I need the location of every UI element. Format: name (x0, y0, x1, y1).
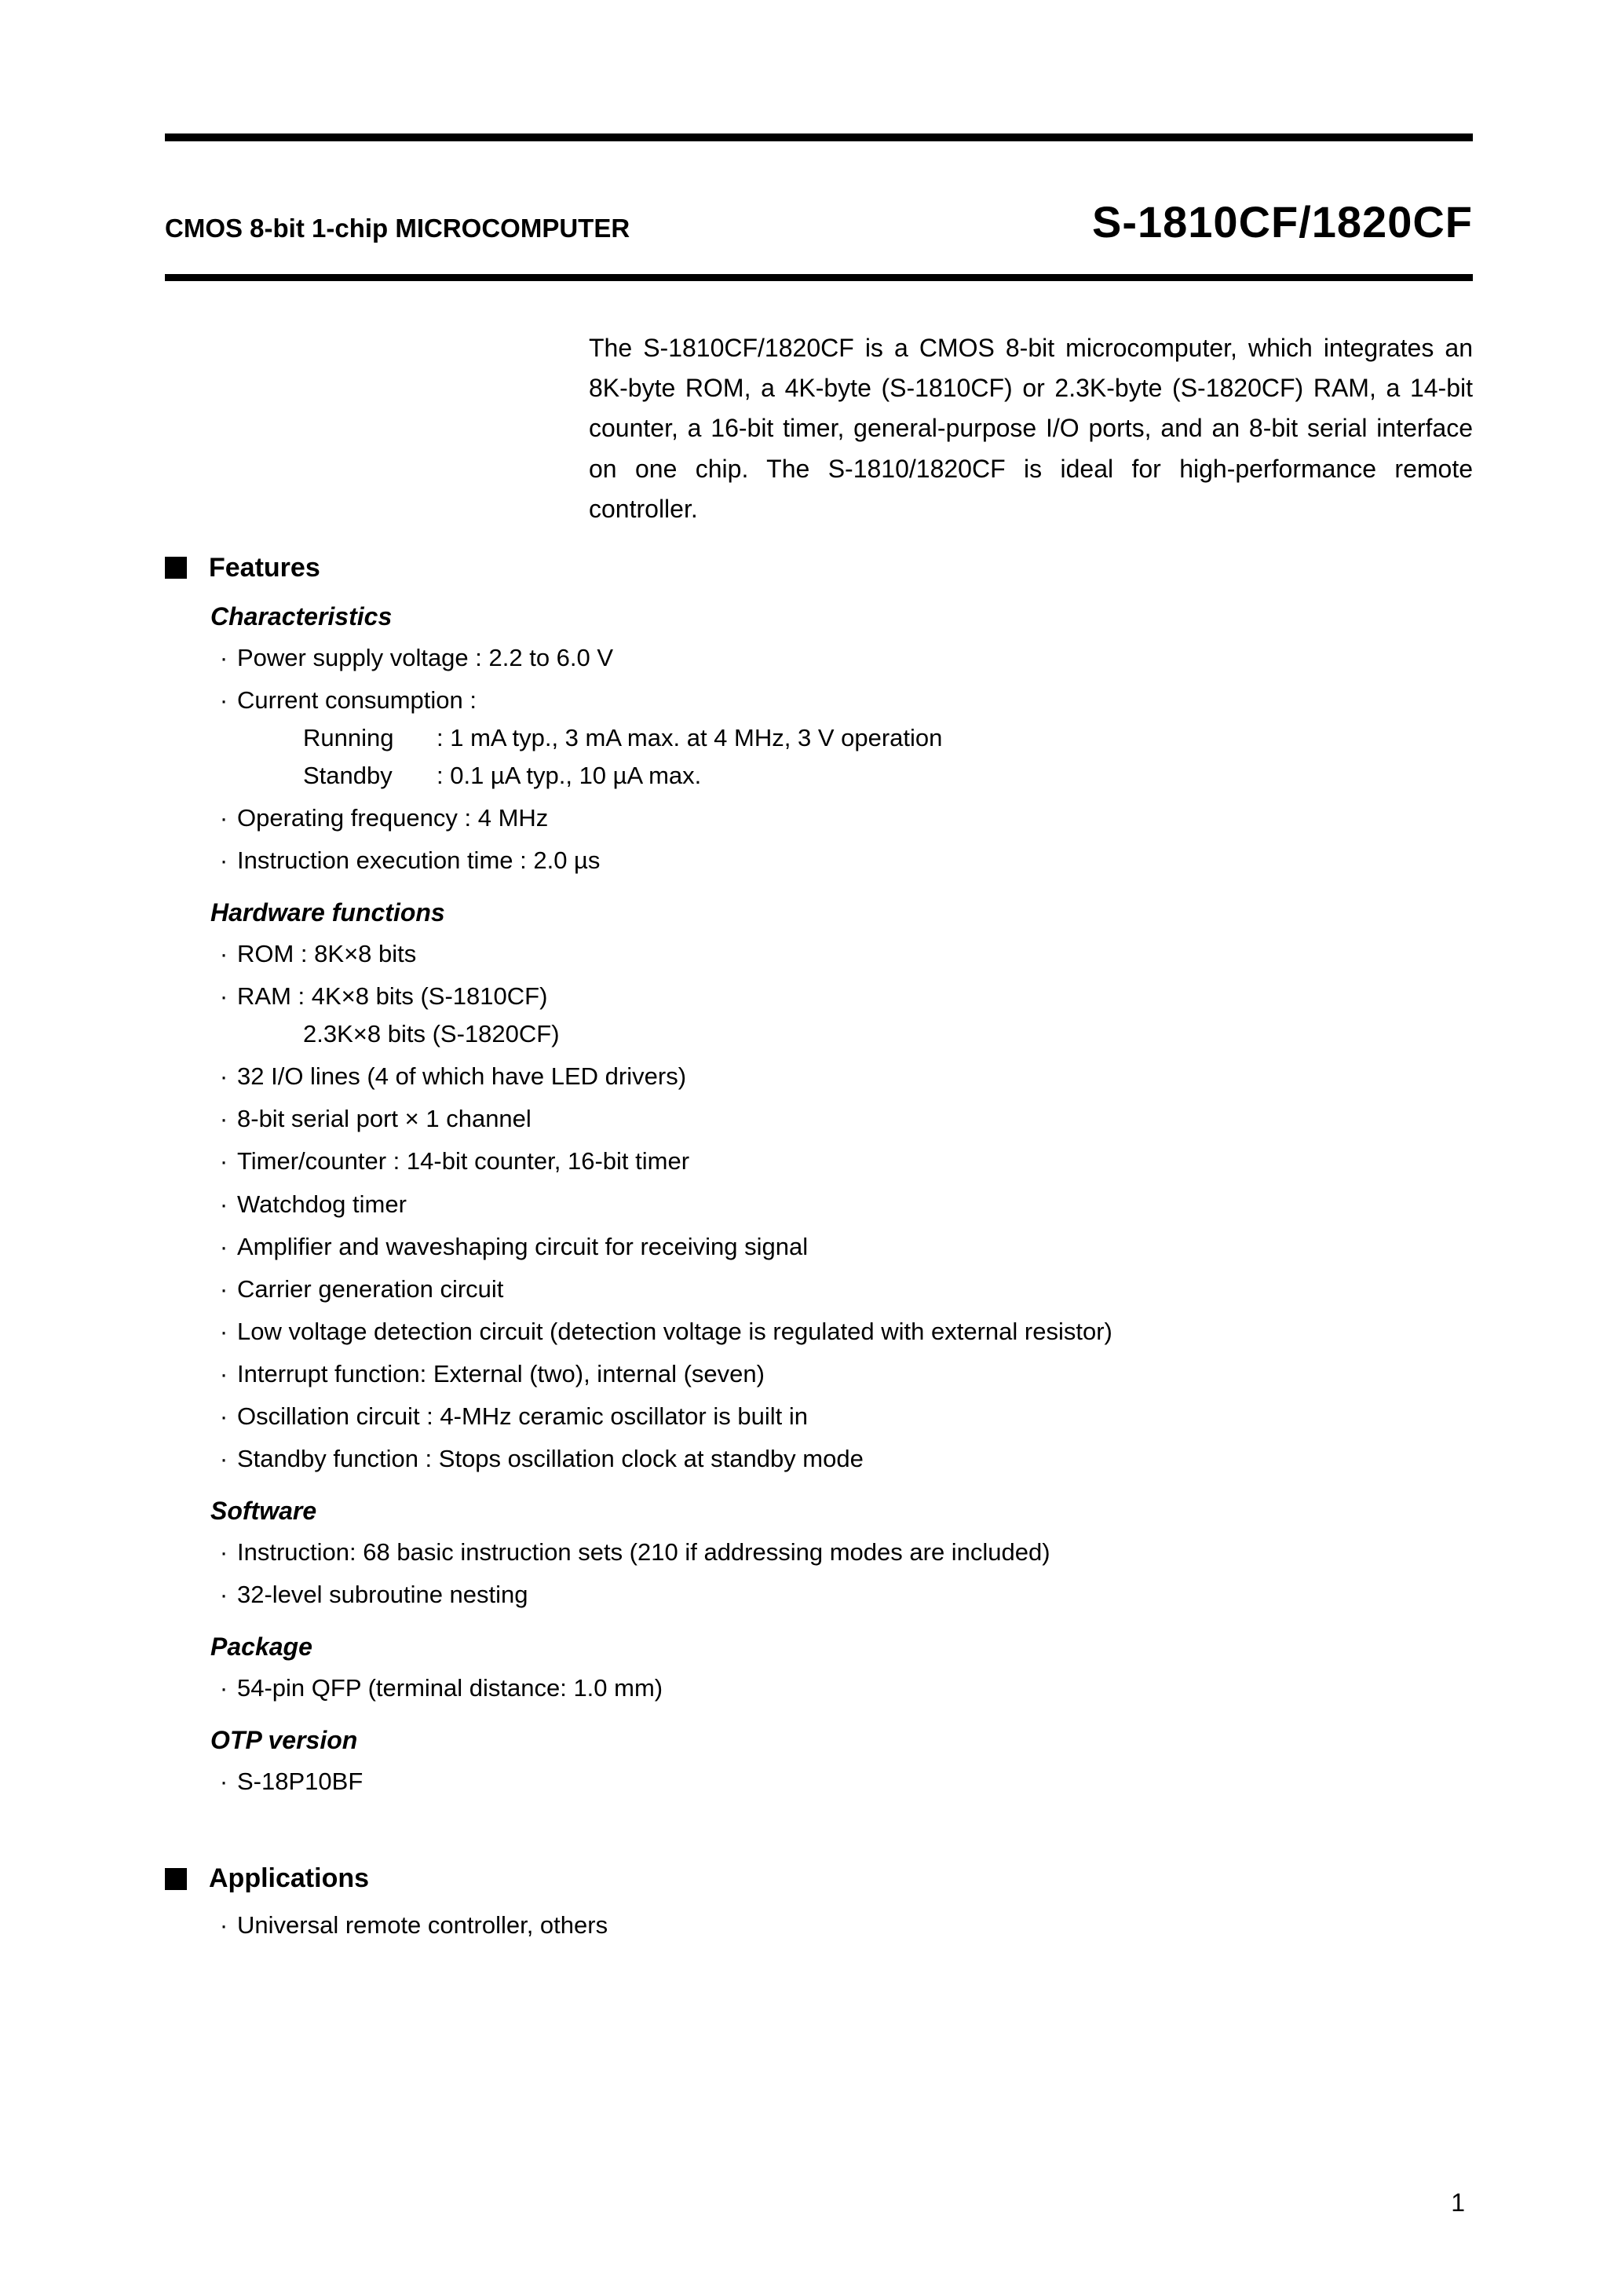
part-number: S-1810CF/1820CF (1092, 196, 1473, 247)
header-row: CMOS 8-bit 1-chip MICROCOMPUTER S-1810CF… (165, 196, 1473, 247)
list-item: · Carrier generation circuit (210, 1270, 1473, 1308)
intro-paragraph: The S-1810CF/1820CF is a CMOS 8-bit micr… (589, 328, 1473, 529)
bullet-dot-icon: · (210, 1763, 237, 1801)
section-features: Features (165, 553, 1473, 583)
bullet-text: Universal remote controller, others (237, 1907, 1473, 1944)
bullet-text: Amplifier and waveshaping circuit for re… (237, 1228, 1473, 1266)
list-item: · Amplifier and waveshaping circuit for … (210, 1228, 1473, 1266)
subsection-hardware: Hardware functions (210, 898, 1473, 927)
bullet-text: RAM : 4K×8 bits (S-1810CF) (237, 978, 1473, 1015)
bullet-dot-icon: · (210, 682, 237, 719)
subsection-package: Package (210, 1632, 1473, 1662)
list-item: · 32 I/O lines (4 of which have LED driv… (210, 1058, 1473, 1095)
list-item: · Instruction: 68 basic instruction sets… (210, 1534, 1473, 1571)
bullet-text: 54-pin QFP (terminal distance: 1.0 mm) (237, 1669, 1473, 1707)
header-underline (165, 274, 1473, 281)
section-title-applications: Applications (209, 1863, 369, 1894)
bullet-dot-icon: · (210, 1058, 237, 1095)
bullet-text: Standby function : Stops oscillation clo… (237, 1440, 1473, 1478)
top-rule (165, 133, 1473, 141)
bullet-dot-icon: · (210, 1186, 237, 1223)
list-item: · RAM : 4K×8 bits (S-1810CF) (210, 978, 1473, 1015)
bullet-text: 8-bit serial port × 1 channel (237, 1100, 1473, 1138)
list-item: · Interrupt function: External (two), in… (210, 1355, 1473, 1393)
list-item: · 32-level subroutine nesting (210, 1576, 1473, 1614)
list-item: · Watchdog timer (210, 1186, 1473, 1223)
bullet-text: Operating frequency : 4 MHz (237, 799, 1473, 837)
bullet-text: Low voltage detection circuit (detection… (237, 1313, 1473, 1351)
section-applications: Applications (165, 1863, 1473, 1894)
bullet-dot-icon: · (210, 1576, 237, 1614)
bullet-text: Watchdog timer (237, 1186, 1473, 1223)
list-item: · 54-pin QFP (terminal distance: 1.0 mm) (210, 1669, 1473, 1707)
bullet-text: Interrupt function: External (two), inte… (237, 1355, 1473, 1393)
bullet-dot-icon: · (210, 1398, 237, 1435)
bullet-text: Oscillation circuit : 4-MHz ceramic osci… (237, 1398, 1473, 1435)
cc-standby-label: Standby (303, 757, 437, 795)
bullet-dot-icon: · (210, 1440, 237, 1478)
bullet-dot-icon: · (210, 799, 237, 837)
list-item: · Low voltage detection circuit (detecti… (210, 1313, 1473, 1351)
current-consumption-standby: Standby : 0.1 µA typ., 10 µA max. (303, 757, 1473, 795)
bullet-dot-icon: · (210, 639, 237, 677)
cc-standby-value: : 0.1 µA typ., 10 µA max. (437, 757, 701, 795)
bullet-dot-icon: · (210, 1313, 237, 1351)
list-item: · Power supply voltage : 2.2 to 6.0 V (210, 639, 1473, 677)
bullet-dot-icon: · (210, 1907, 237, 1944)
list-item: · Standby function : Stops oscillation c… (210, 1440, 1473, 1478)
bullet-text: Carrier generation circuit (237, 1270, 1473, 1308)
cc-running-label: Running (303, 719, 437, 757)
bullet-dot-icon: · (210, 1100, 237, 1138)
subsection-otp: OTP version (210, 1726, 1473, 1755)
list-item: · Operating frequency : 4 MHz (210, 799, 1473, 837)
bullet-text: Instruction: 68 basic instruction sets (… (237, 1534, 1473, 1571)
bullet-text: Timer/counter : 14-bit counter, 16-bit t… (237, 1143, 1473, 1180)
current-consumption-running: Running : 1 mA typ., 3 mA max. at 4 MHz,… (303, 719, 1473, 757)
square-bullet-icon (165, 557, 187, 579)
features-body: Characteristics · Power supply voltage :… (210, 602, 1473, 1801)
square-bullet-icon (165, 1868, 187, 1890)
list-item: · Oscillation circuit : 4-MHz ceramic os… (210, 1398, 1473, 1435)
bullet-dot-icon: · (210, 1143, 237, 1180)
list-item: · S-18P10BF (210, 1763, 1473, 1801)
bullet-dot-icon: · (210, 1534, 237, 1571)
ram-subline: 2.3K×8 bits (S-1820CF) (303, 1015, 1473, 1053)
bullet-text: Power supply voltage : 2.2 to 6.0 V (237, 639, 1473, 677)
bullet-dot-icon: · (210, 1228, 237, 1266)
bullet-dot-icon: · (210, 1270, 237, 1308)
bullet-dot-icon: · (210, 935, 237, 973)
bullet-dot-icon: · (210, 1669, 237, 1707)
bullet-dot-icon: · (210, 842, 237, 879)
applications-body: · Universal remote controller, others (210, 1907, 1473, 1944)
bullet-text: Instruction execution time : 2.0 µs (237, 842, 1473, 879)
list-item: · Timer/counter : 14-bit counter, 16-bit… (210, 1143, 1473, 1180)
cc-running-value: : 1 mA typ., 3 mA max. at 4 MHz, 3 V ope… (437, 719, 942, 757)
bullet-dot-icon: · (210, 1355, 237, 1393)
bullet-text: 32 I/O lines (4 of which have LED driver… (237, 1058, 1473, 1095)
section-title-features: Features (209, 553, 320, 583)
document-subtitle: CMOS 8-bit 1-chip MICROCOMPUTER (165, 214, 630, 243)
list-item: · Universal remote controller, others (210, 1907, 1473, 1944)
datasheet-page: CMOS 8-bit 1-chip MICROCOMPUTER S-1810CF… (0, 0, 1622, 2296)
bullet-text: 32-level subroutine nesting (237, 1576, 1473, 1614)
subsection-characteristics: Characteristics (210, 602, 1473, 631)
subsection-software: Software (210, 1497, 1473, 1526)
list-item: · 8-bit serial port × 1 channel (210, 1100, 1473, 1138)
bullet-text: ROM : 8K×8 bits (237, 935, 1473, 973)
page-number: 1 (1451, 2188, 1465, 2217)
bullet-text: S-18P10BF (237, 1763, 1473, 1801)
list-item: · Current consumption : (210, 682, 1473, 719)
bullet-text: Current consumption : (237, 682, 1473, 719)
list-item: · ROM : 8K×8 bits (210, 935, 1473, 973)
bullet-dot-icon: · (210, 978, 237, 1015)
list-item: · Instruction execution time : 2.0 µs (210, 842, 1473, 879)
